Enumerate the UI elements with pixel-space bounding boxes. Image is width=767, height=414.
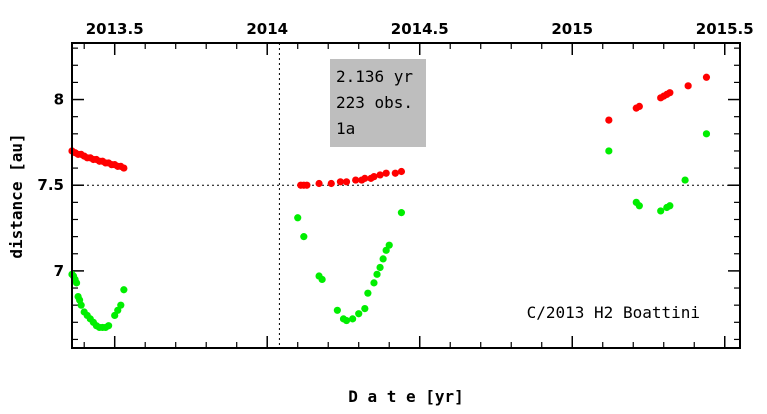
green-series-point — [72, 279, 81, 287]
red-series-point — [376, 171, 384, 179]
red-series-point — [702, 73, 711, 81]
green-series-point — [702, 130, 711, 138]
tick-labels: 2013.5 2014 2014.5 2015 2015.5 7 7.5 8 — [37, 20, 753, 280]
green-series-point — [397, 209, 406, 217]
data-points — [68, 73, 711, 332]
green-series-point — [294, 214, 302, 222]
red-series-point — [120, 164, 128, 172]
green-series-point — [105, 322, 113, 330]
green-series-point — [333, 306, 341, 314]
red-series-point — [684, 82, 692, 90]
green-series-point — [120, 286, 128, 294]
red-series-point — [370, 173, 378, 181]
reference-lines — [72, 43, 740, 348]
green-series-point — [355, 310, 363, 318]
info-box-span: 2.136 yr — [336, 67, 413, 86]
y-tick-label: 8 — [54, 91, 64, 109]
x-tick-label: 2015 — [551, 20, 593, 38]
red-series-point — [635, 102, 643, 110]
red-series-point — [336, 178, 345, 186]
y-axis-title: distance [au] — [7, 133, 26, 258]
red-series-point — [352, 176, 360, 184]
object-label: C/2013 H2 Boattini — [527, 303, 700, 322]
red-series-point — [382, 169, 390, 177]
green-series-point — [376, 263, 384, 272]
green-series-point — [605, 147, 613, 155]
x-tick-label: 2015.5 — [696, 20, 754, 38]
green-series-point — [342, 316, 351, 325]
green-series-point — [635, 202, 643, 210]
red-series-point — [666, 89, 674, 97]
green-series-point — [349, 315, 357, 323]
green-series-point — [385, 241, 393, 249]
info-box-observations: 223 obs. — [336, 93, 413, 112]
green-series-point — [666, 202, 674, 210]
x-tick-label: 2013.5 — [86, 20, 144, 38]
green-series-point — [300, 233, 308, 241]
y-tick-label: 7.5 — [37, 176, 64, 194]
plot-frame — [71, 42, 741, 349]
red-series-point — [327, 179, 335, 188]
green-series-point — [681, 176, 689, 184]
x-tick-label: 2014 — [246, 20, 288, 38]
green-series-point — [77, 301, 85, 309]
green-series-point — [370, 279, 378, 287]
info-box: 2.136 yr 223 obs. 1a — [330, 59, 426, 147]
red-series-point — [397, 167, 406, 176]
green-series-point — [373, 270, 381, 278]
y-tick-label: 7 — [54, 262, 64, 280]
red-series-point — [303, 181, 311, 189]
green-series-point — [379, 255, 387, 263]
green-series-point — [364, 289, 372, 297]
green-series-point — [117, 301, 125, 309]
red-series-point — [361, 174, 369, 182]
red-series-point — [315, 179, 323, 188]
x-axis-title: D a t e [yr] — [348, 387, 464, 406]
green-series-point — [657, 207, 665, 215]
green-series-point — [318, 275, 326, 284]
red-series-point — [391, 169, 399, 177]
info-box-background — [330, 59, 426, 147]
info-box-orbit-code: 1a — [336, 119, 355, 138]
red-series-point — [605, 116, 613, 124]
x-tick-label: 2014.5 — [391, 20, 449, 38]
green-series-point — [361, 304, 369, 313]
red-series-point — [342, 178, 351, 186]
